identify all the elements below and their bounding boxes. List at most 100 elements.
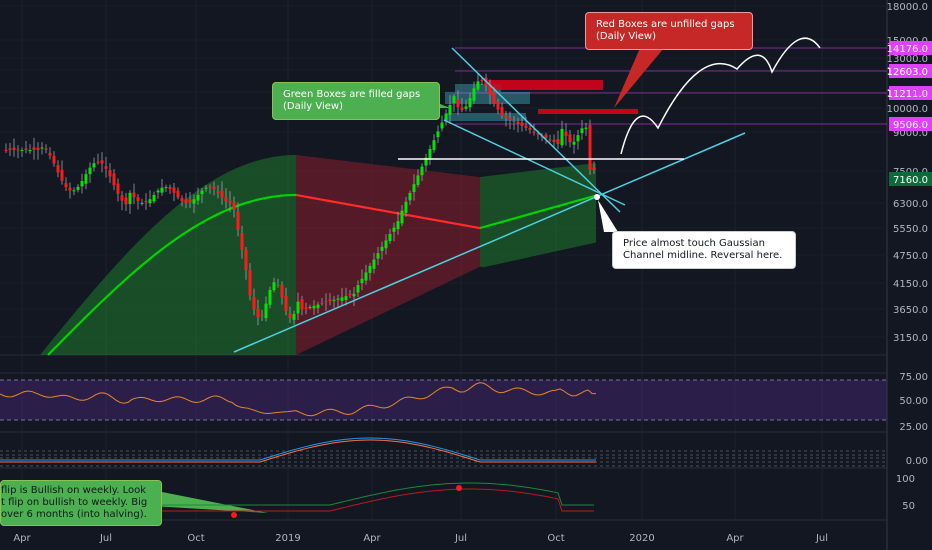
candle-body [136, 197, 140, 202]
osc-flip-marker [456, 485, 462, 491]
candle-body [512, 121, 516, 123]
candle-body [368, 266, 372, 273]
candle-body [352, 293, 356, 297]
candle-body [532, 131, 536, 133]
x-tick-label: Apr [726, 533, 744, 544]
price-tick-label: 3650.0 [893, 305, 928, 316]
candle-body [396, 221, 400, 230]
price-level-label: 12603.0 [887, 67, 928, 78]
touch-point [594, 194, 600, 200]
candle-body [412, 184, 416, 193]
channel-band-green [40, 155, 296, 355]
candle-body [440, 122, 444, 129]
candle-body [156, 190, 160, 193]
candle-body [296, 301, 300, 314]
candle-body [196, 194, 200, 201]
unfilled-gap-box [538, 109, 638, 114]
candle-body [392, 227, 396, 232]
rsi-tick-label: 25.00 [899, 422, 928, 433]
candle-body [308, 307, 312, 308]
candle-body [516, 121, 520, 124]
candle-body [92, 163, 96, 168]
price-tick-label: 4150.0 [893, 279, 928, 290]
candle-body [264, 303, 268, 319]
candle-body [332, 299, 336, 301]
candle-body [84, 174, 88, 184]
candle-body [448, 105, 452, 115]
osc-signal [150, 488, 594, 512]
candle-body [348, 293, 352, 295]
filled-gap-box [446, 113, 526, 121]
candle-body [380, 246, 384, 251]
reversal-note-pointer [598, 200, 618, 232]
price-axis: 18000.015000.013000.012000.011000.010000… [887, 2, 932, 512]
candle-body [536, 133, 540, 135]
candle-body [420, 166, 424, 176]
x-tick-label: Apr [13, 533, 31, 544]
candle-body [144, 200, 148, 203]
candle-body [500, 107, 504, 116]
candle-body [64, 183, 68, 188]
candle-body [312, 305, 316, 309]
trend-lines [152, 37, 821, 513]
candle-body [584, 127, 588, 129]
candle-body [220, 190, 224, 198]
candle-body [328, 299, 332, 301]
candle-body [44, 148, 48, 150]
time-axis: Apr Jul Oct 2019 Apr Jul Oct 2020 Apr Jul [13, 533, 828, 544]
macd-line [0, 437, 596, 461]
candle-body [460, 107, 464, 110]
candle-body [132, 192, 136, 198]
candle-body [76, 186, 80, 190]
candle-body [288, 313, 292, 318]
candle-body [356, 285, 360, 293]
candle-body [424, 157, 428, 166]
candle-body [4, 149, 8, 151]
candle-body [32, 147, 36, 150]
unfilled-gap-box [488, 80, 603, 90]
candle-body [60, 169, 64, 181]
osc-line [150, 482, 594, 506]
rsi-tick-label: 75.00 [899, 372, 928, 383]
candle-body [480, 79, 484, 81]
candle-body [488, 85, 492, 95]
candle-body [384, 240, 388, 249]
candle-body [284, 295, 288, 311]
candle-body [468, 98, 472, 108]
candle-body [212, 186, 216, 190]
candle-body [556, 139, 560, 144]
candle-body [400, 210, 404, 224]
candle-body [248, 270, 252, 296]
candle-body [304, 307, 308, 309]
candle-body [148, 199, 152, 204]
channel-midline [295, 193, 481, 230]
candle-body [56, 165, 60, 173]
candle-body [388, 234, 392, 242]
candle-body [496, 101, 500, 110]
price-tick-label: 6300.0 [893, 199, 928, 210]
candle-body [272, 282, 276, 291]
candle-body [52, 155, 56, 164]
x-tick-label: Oct [187, 533, 204, 544]
candle-body [552, 139, 556, 142]
price-level-label: 7160.0 [893, 175, 928, 186]
candle-body [436, 131, 440, 138]
candle-body [40, 147, 44, 149]
channel-band-red [296, 155, 480, 355]
candle-body [208, 186, 212, 188]
candle-body [140, 202, 144, 204]
candle-body [80, 181, 84, 187]
candle-body [8, 148, 12, 150]
candle-body [216, 191, 220, 193]
flip-note: flip is Bullish on weekly. Look t flip o… [0, 480, 162, 526]
candle-body [524, 125, 528, 128]
candle-body [184, 198, 188, 203]
price-level-label: 14176.0 [887, 44, 928, 55]
projection-path [620, 37, 821, 155]
candle-body [464, 106, 468, 109]
price-tick-label: 18000.0 [887, 2, 928, 13]
candle-body [200, 190, 204, 195]
x-tick-label: 2019 [275, 533, 300, 544]
candle-body [20, 150, 24, 151]
